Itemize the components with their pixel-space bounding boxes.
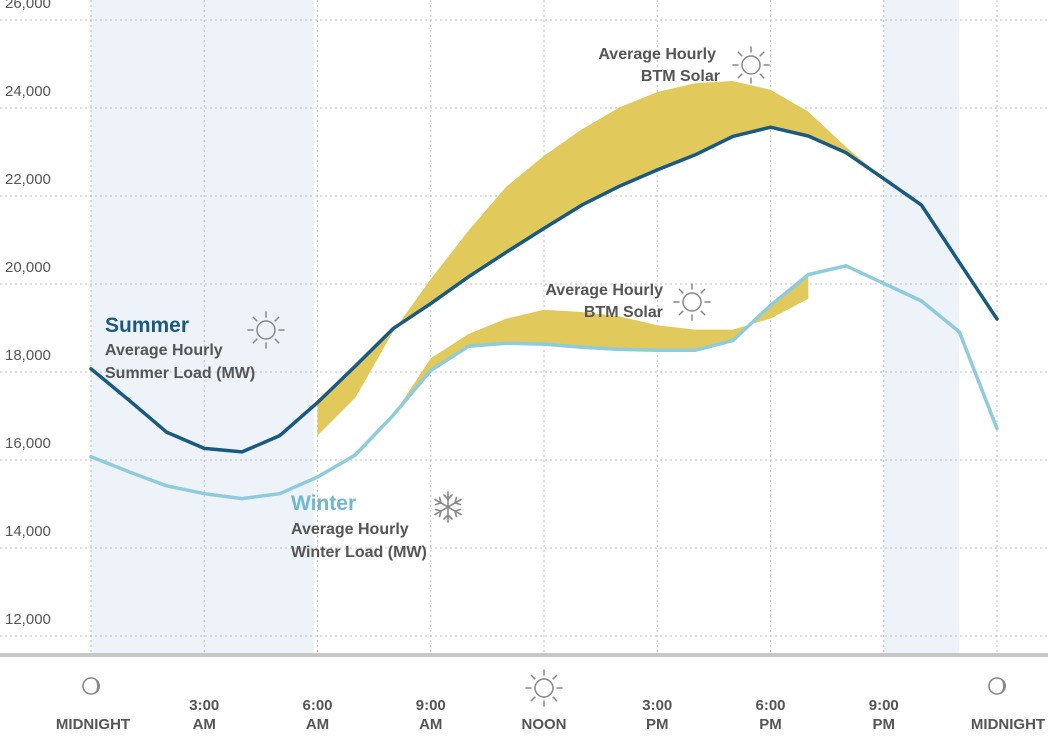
winter-load-line bbox=[89, 264, 999, 501]
summer-solar-label-line1: Average Hourly bbox=[598, 46, 716, 63]
x-tick-label: AM bbox=[306, 716, 329, 733]
moon-icon bbox=[82, 677, 100, 695]
sun-icon bbox=[525, 669, 563, 707]
summer-load-line bbox=[89, 125, 999, 454]
winter-solar-label-line2: BTM Solar bbox=[584, 304, 663, 321]
x-axis-ticks: MIDNIGHT 3:00 AM 6:00 AM 9:00 AM NOON 3:00 PM 6:00… bbox=[56, 669, 1045, 733]
summer-solar-area bbox=[317, 81, 884, 436]
winter-label-line1: Average Hourly bbox=[291, 521, 409, 538]
gridlines bbox=[0, 0, 1048, 655]
summer-label-line1: Average Hourly bbox=[105, 342, 223, 359]
load-lines bbox=[89, 125, 999, 501]
x-tick-label: PM bbox=[873, 716, 896, 733]
x-tick-label: 3:00 bbox=[642, 697, 672, 714]
y-tick-label: 20,000 bbox=[5, 259, 51, 276]
winter-title: Winter bbox=[291, 492, 356, 515]
x-tick-label: 6:00 bbox=[755, 697, 785, 714]
y-axis-ticks: 12,000 14,000 16,000 18,000 20,000 22,000 24,0… bbox=[5, 0, 51, 628]
summer-solar-label-line2: BTM Solar bbox=[641, 68, 720, 85]
winter-solar-area bbox=[393, 274, 809, 416]
sun-icon bbox=[673, 283, 711, 321]
summer-label-line2: Summer Load (MW) bbox=[105, 365, 255, 382]
night-band-0 bbox=[91, 0, 314, 655]
x-tick-label: AM bbox=[193, 716, 216, 733]
x-tick-label: 9:00 bbox=[416, 697, 446, 714]
moon-icon bbox=[988, 677, 1006, 695]
summer-annotation: Summer Average Hourly Summer Load (MW) bbox=[105, 311, 285, 382]
x-tick-label: MIDNIGHT bbox=[971, 716, 1045, 733]
x-tick-label: PM bbox=[646, 716, 669, 733]
y-tick-label: 22,000 bbox=[5, 171, 51, 188]
snowflake-icon bbox=[434, 491, 462, 523]
x-tick-label: 3:00 bbox=[189, 697, 219, 714]
winter-solar-annotation: Average Hourly BTM Solar bbox=[545, 282, 711, 321]
summer-solar-annotation: Average Hourly BTM Solar bbox=[598, 46, 770, 85]
night-band-1 bbox=[883, 0, 960, 655]
sun-icon bbox=[732, 46, 770, 84]
x-tick-label: 6:00 bbox=[302, 697, 332, 714]
night-shading bbox=[91, 0, 960, 655]
x-tick-label: 9:00 bbox=[869, 697, 899, 714]
y-tick-label: 24,000 bbox=[5, 83, 51, 100]
y-tick-label: 26,000 bbox=[5, 0, 51, 12]
solar-areas bbox=[317, 81, 884, 436]
x-tick-label: PM bbox=[759, 716, 782, 733]
winter-annotation: Winter Average Hourly Winter Load (MW) bbox=[291, 491, 462, 561]
y-tick-label: 16,000 bbox=[5, 435, 51, 452]
y-tick-label: 18,000 bbox=[5, 347, 51, 364]
summer-title: Summer bbox=[105, 314, 189, 337]
y-tick-label: 14,000 bbox=[5, 523, 51, 540]
x-tick-label: AM bbox=[419, 716, 442, 733]
x-tick-label: NOON bbox=[522, 716, 567, 733]
x-tick-label: MIDNIGHT bbox=[56, 716, 130, 733]
winter-solar-label-line1: Average Hourly bbox=[545, 282, 663, 299]
y-tick-label: 12,000 bbox=[5, 611, 51, 628]
sun-icon bbox=[247, 311, 285, 349]
winter-label-line2: Winter Load (MW) bbox=[291, 544, 427, 561]
